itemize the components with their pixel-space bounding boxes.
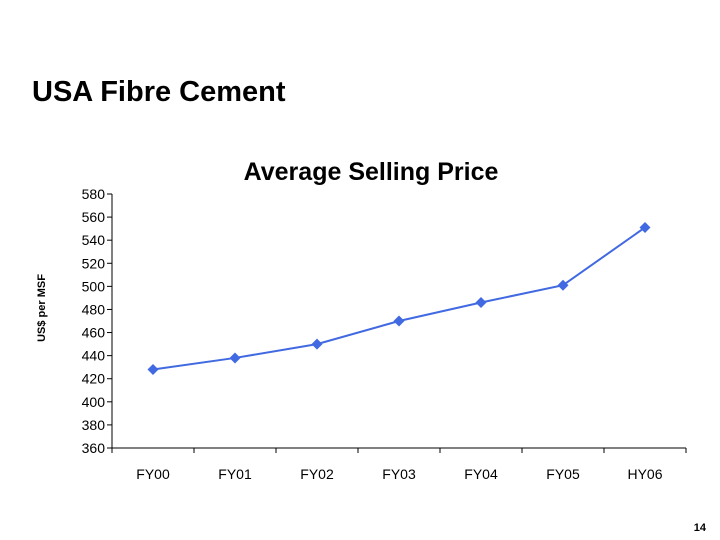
x-tick-label: HY06 xyxy=(627,466,662,482)
data-point-marker xyxy=(229,352,241,364)
x-tick-label: FY01 xyxy=(218,466,252,482)
data-point-marker xyxy=(557,279,569,291)
y-tick-label: 460 xyxy=(82,325,106,341)
x-tick-label: FY02 xyxy=(300,466,334,482)
data-point-marker xyxy=(393,315,405,327)
y-tick-label: 500 xyxy=(82,278,106,294)
data-point-marker xyxy=(639,221,651,233)
y-tick-label: 480 xyxy=(82,301,106,317)
page-number: 14 xyxy=(693,522,706,534)
y-tick-label: 540 xyxy=(82,232,106,248)
series-layer xyxy=(147,221,651,375)
y-tick-label: 400 xyxy=(82,394,106,410)
series-line xyxy=(152,226,646,371)
y-tick-label: 520 xyxy=(82,255,106,271)
chart-title: Average Selling Price xyxy=(244,158,499,186)
y-tick-label: 380 xyxy=(82,417,106,433)
y-axis-label: US$ per MSF xyxy=(36,274,48,342)
data-point-marker xyxy=(147,363,159,375)
axes: 360 380 400 420 440 460 480 500 520 540 560 580 FY00… xyxy=(82,186,687,482)
y-tick-label: 420 xyxy=(82,371,106,387)
x-tick-label: FY00 xyxy=(136,466,170,482)
slide-title: USA Fibre Cement xyxy=(32,76,286,108)
x-tick-label: FY03 xyxy=(382,466,416,482)
y-tick-label: 440 xyxy=(82,348,106,364)
y-tick-label: 560 xyxy=(82,209,106,225)
y-tick-label: 580 xyxy=(82,186,106,202)
data-point-marker xyxy=(311,338,323,350)
x-tick-label: FY04 xyxy=(464,466,498,482)
y-tick-label: 360 xyxy=(82,440,106,456)
data-point-marker xyxy=(475,297,487,309)
x-tick-label: FY05 xyxy=(546,466,580,482)
